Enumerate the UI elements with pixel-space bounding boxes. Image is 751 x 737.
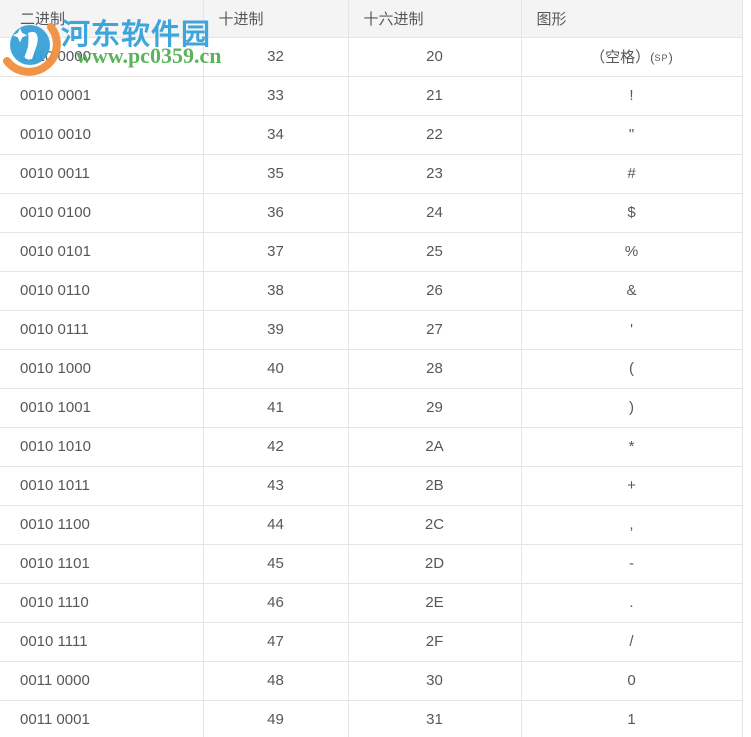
- binary-cell: 0010 1110: [0, 582, 204, 623]
- hexadecimal-cell: 25: [347, 231, 522, 272]
- decimal-cell: 33: [202, 75, 349, 116]
- hexadecimal-cell: 2F: [347, 621, 522, 662]
- hexadecimal-cell: 21: [347, 75, 522, 116]
- hexadecimal-cell: 22: [347, 114, 522, 155]
- graphic-cell: !: [520, 75, 743, 116]
- table-row: 0010 1011 43 2B +: [0, 465, 743, 506]
- decimal-cell: 39: [202, 309, 349, 350]
- table-row: 0010 0010 34 22 ": [0, 114, 743, 155]
- table-row: 0011 0000 48 30 0: [0, 660, 743, 701]
- binary-cell: 0011 0001: [0, 699, 204, 737]
- graphic-cell: /: [520, 621, 743, 662]
- table-row: 0010 1110 46 2E .: [0, 582, 743, 623]
- decimal-cell: 37: [202, 231, 349, 272]
- decimal-cell: 36: [202, 192, 349, 233]
- table-row: 0010 0000 32 20 （空格）(SP): [0, 36, 743, 77]
- table-row: 0010 1000 40 28 (: [0, 348, 743, 389]
- hexadecimal-cell: 31: [347, 699, 522, 737]
- table-row: 0010 0001 33 21 !: [0, 75, 743, 116]
- column-header-graphic: 图形: [520, 0, 743, 38]
- decimal-cell: 49: [202, 699, 349, 737]
- graphic-cell: .: [520, 582, 743, 623]
- graphic-cell: ": [520, 114, 743, 155]
- binary-cell: 0010 1100: [0, 504, 204, 545]
- binary-cell: 0010 0000: [0, 36, 204, 77]
- binary-cell: 0010 1101: [0, 543, 204, 584]
- decimal-cell: 42: [202, 426, 349, 467]
- decimal-cell: 35: [202, 153, 349, 194]
- binary-cell: 0011 0000: [0, 660, 204, 701]
- graphic-cell: #: [520, 153, 743, 194]
- decimal-cell: 38: [202, 270, 349, 311]
- binary-cell: 0010 0001: [0, 75, 204, 116]
- table-row: 0010 1001 41 29 ): [0, 387, 743, 428]
- table-row: 0010 1101 45 2D -: [0, 543, 743, 584]
- graphic-cell: $: [520, 192, 743, 233]
- header-row: 二进制 十进制 十六进制 图形: [0, 0, 743, 38]
- hexadecimal-cell: 2B: [347, 465, 522, 506]
- table-row: 0011 0001 49 31 1: [0, 699, 743, 737]
- ascii-table-body: 0010 0000 32 20 （空格）(SP) 0010 0001 33 21…: [0, 36, 743, 737]
- graphic-cell: %: [520, 231, 743, 272]
- binary-cell: 0010 0101: [0, 231, 204, 272]
- graphic-cell: +: [520, 465, 743, 506]
- binary-cell: 0010 0110: [0, 270, 204, 311]
- graphic-cell: ): [520, 387, 743, 428]
- hexadecimal-cell: 2A: [347, 426, 522, 467]
- hexadecimal-cell: 23: [347, 153, 522, 194]
- table-row: 0010 1100 44 2C ,: [0, 504, 743, 545]
- table-row: 0010 0111 39 27 ': [0, 309, 743, 350]
- graphic-cell: ': [520, 309, 743, 350]
- graphic-cell: &: [520, 270, 743, 311]
- binary-cell: 0010 1111: [0, 621, 204, 662]
- graphic-cell: *: [520, 426, 743, 467]
- table-row: 0010 0110 38 26 &: [0, 270, 743, 311]
- binary-cell: 0010 1011: [0, 465, 204, 506]
- decimal-cell: 32: [202, 36, 349, 77]
- binary-cell: 0010 0100: [0, 192, 204, 233]
- decimal-cell: 44: [202, 504, 349, 545]
- column-header-hexadecimal: 十六进制: [347, 0, 522, 38]
- decimal-cell: 40: [202, 348, 349, 389]
- hexadecimal-cell: 27: [347, 309, 522, 350]
- hexadecimal-cell: 29: [347, 387, 522, 428]
- decimal-cell: 43: [202, 465, 349, 506]
- decimal-cell: 34: [202, 114, 349, 155]
- column-header-decimal: 十进制: [202, 0, 349, 38]
- hexadecimal-cell: 30: [347, 660, 522, 701]
- decimal-cell: 45: [202, 543, 349, 584]
- binary-cell: 0010 1000: [0, 348, 204, 389]
- graphic-cell: (: [520, 348, 743, 389]
- decimal-cell: 41: [202, 387, 349, 428]
- table-row: 0010 0011 35 23 #: [0, 153, 743, 194]
- graphic-cell: 0: [520, 660, 743, 701]
- table-row: 0010 0101 37 25 %: [0, 231, 743, 272]
- graphic-cell: （空格）(SP): [520, 36, 743, 77]
- column-header-binary: 二进制: [0, 0, 204, 38]
- graphic-cell: -: [520, 543, 743, 584]
- binary-cell: 0010 0011: [0, 153, 204, 194]
- hexadecimal-cell: 28: [347, 348, 522, 389]
- binary-cell: 0010 1010: [0, 426, 204, 467]
- graphic-cell: ,: [520, 504, 743, 545]
- decimal-cell: 47: [202, 621, 349, 662]
- hexadecimal-cell: 2D: [347, 543, 522, 584]
- binary-cell: 0010 0111: [0, 309, 204, 350]
- table-row: 0010 1111 47 2F /: [0, 621, 743, 662]
- graphic-cell: 1: [520, 699, 743, 737]
- hexadecimal-cell: 20: [347, 36, 522, 77]
- table-row: 0010 1010 42 2A *: [0, 426, 743, 467]
- binary-cell: 0010 0010: [0, 114, 204, 155]
- sp-abbreviation: SP: [654, 53, 669, 63]
- hexadecimal-cell: 2C: [347, 504, 522, 545]
- table-row: 0010 0100 36 24 $: [0, 192, 743, 233]
- decimal-cell: 48: [202, 660, 349, 701]
- hexadecimal-cell: 2E: [347, 582, 522, 623]
- binary-cell: 0010 1001: [0, 387, 204, 428]
- hexadecimal-cell: 26: [347, 270, 522, 311]
- hexadecimal-cell: 24: [347, 192, 522, 233]
- decimal-cell: 46: [202, 582, 349, 623]
